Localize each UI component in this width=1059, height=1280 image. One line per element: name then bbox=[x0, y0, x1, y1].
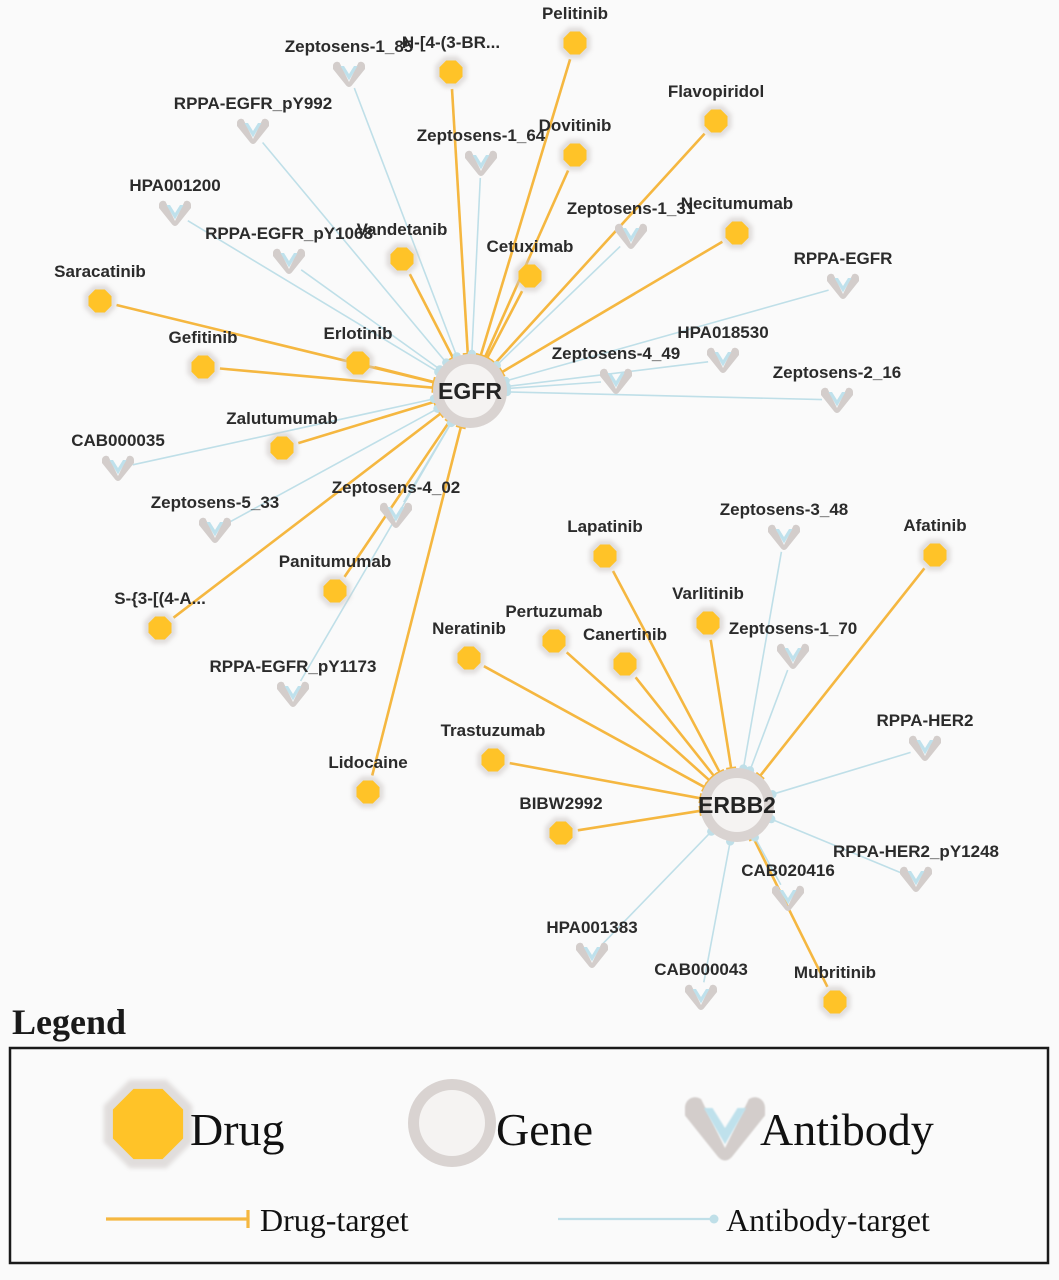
svg-text:Zeptosens-1_64: Zeptosens-1_64 bbox=[417, 126, 546, 145]
svg-text:HPA018530: HPA018530 bbox=[677, 323, 768, 342]
svg-text:Zeptosens-1_85: Zeptosens-1_85 bbox=[285, 37, 414, 56]
svg-text:HPA001383: HPA001383 bbox=[546, 918, 637, 937]
svg-text:Erlotinib: Erlotinib bbox=[324, 324, 393, 343]
svg-text:Varlitinib: Varlitinib bbox=[672, 584, 744, 603]
svg-text:Antibody-target: Antibody-target bbox=[726, 1202, 930, 1238]
svg-text:RPPA-HER2_pY1248: RPPA-HER2_pY1248 bbox=[833, 842, 999, 861]
svg-text:EGFR: EGFR bbox=[438, 378, 502, 404]
svg-text:RPPA-HER2: RPPA-HER2 bbox=[877, 711, 974, 730]
svg-text:Trastuzumab: Trastuzumab bbox=[441, 721, 546, 740]
svg-text:CAB000035: CAB000035 bbox=[71, 431, 165, 450]
svg-text:Zalutumumab: Zalutumumab bbox=[226, 409, 337, 428]
svg-text:RPPA-EGFR: RPPA-EGFR bbox=[794, 249, 893, 268]
svg-text:RPPA-EGFR_pY1173: RPPA-EGFR_pY1173 bbox=[210, 657, 377, 676]
svg-text:Flavopiridol: Flavopiridol bbox=[668, 82, 764, 101]
svg-text:Zeptosens-4_02: Zeptosens-4_02 bbox=[332, 478, 461, 497]
svg-text:Cetuximab: Cetuximab bbox=[487, 237, 574, 256]
svg-text:Gefitinib: Gefitinib bbox=[169, 328, 238, 347]
svg-text:Zeptosens-1_31: Zeptosens-1_31 bbox=[567, 199, 696, 218]
svg-text:Zeptosens-4_49: Zeptosens-4_49 bbox=[552, 344, 681, 363]
svg-text:Zeptosens-1_70: Zeptosens-1_70 bbox=[729, 619, 858, 638]
svg-text:Canertinib: Canertinib bbox=[583, 625, 667, 644]
svg-text:RPPA-EGFR_pY992: RPPA-EGFR_pY992 bbox=[174, 94, 332, 113]
svg-text:Drug: Drug bbox=[190, 1104, 285, 1155]
svg-text:Zeptosens-5_33: Zeptosens-5_33 bbox=[151, 493, 280, 512]
svg-text:Drug-target: Drug-target bbox=[260, 1202, 409, 1238]
svg-text:Antibody: Antibody bbox=[760, 1104, 934, 1155]
svg-text:Legend: Legend bbox=[12, 1002, 126, 1042]
svg-text:ERBB2: ERBB2 bbox=[698, 792, 776, 818]
svg-text:Afatinib: Afatinib bbox=[903, 516, 966, 535]
svg-text:Pertuzumab: Pertuzumab bbox=[505, 602, 602, 621]
svg-text:S-{3-[(4-A...: S-{3-[(4-A... bbox=[114, 589, 206, 608]
svg-text:Mubritinib: Mubritinib bbox=[794, 963, 876, 982]
svg-text:Neratinib: Neratinib bbox=[432, 619, 506, 638]
svg-text:Dovitinib: Dovitinib bbox=[539, 116, 612, 135]
svg-text:Necitumumab: Necitumumab bbox=[681, 194, 793, 213]
svg-text:Pelitinib: Pelitinib bbox=[542, 4, 608, 23]
svg-text:Zeptosens-2_16: Zeptosens-2_16 bbox=[773, 363, 902, 382]
svg-text:HPA001200: HPA001200 bbox=[129, 176, 220, 195]
svg-text:BIBW2992: BIBW2992 bbox=[519, 794, 602, 813]
svg-text:CAB020416: CAB020416 bbox=[741, 861, 835, 880]
svg-text:Saracatinib: Saracatinib bbox=[54, 262, 146, 281]
svg-text:CAB000043: CAB000043 bbox=[654, 960, 748, 979]
svg-text:Lapatinib: Lapatinib bbox=[567, 517, 643, 536]
svg-text:Zeptosens-3_48: Zeptosens-3_48 bbox=[720, 500, 849, 519]
svg-text:Lidocaine: Lidocaine bbox=[328, 753, 407, 772]
svg-text:N-[4-(3-BR...: N-[4-(3-BR... bbox=[402, 33, 500, 52]
svg-text:Panitumumab: Panitumumab bbox=[279, 552, 391, 571]
svg-text:RPPA-EGFR_pY1068: RPPA-EGFR_pY1068 bbox=[205, 224, 373, 243]
svg-text:Gene: Gene bbox=[496, 1104, 593, 1155]
